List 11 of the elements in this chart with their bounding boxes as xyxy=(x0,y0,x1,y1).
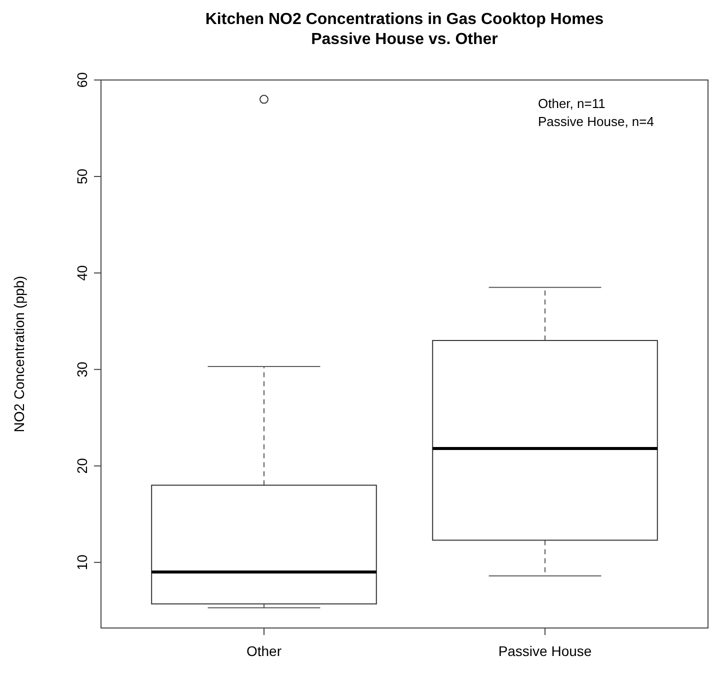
y-tick-label: 30 xyxy=(74,361,90,378)
y-tick-label: 10 xyxy=(74,554,90,570)
y-tick-label: 60 xyxy=(74,72,90,88)
x-tick-label: Passive House xyxy=(498,643,592,659)
y-axis-title: NO2 Concentration (ppb) xyxy=(11,276,27,432)
chart-title: Kitchen NO2 Concentrations in Gas Cooktop Homes Passive House vs. Other xyxy=(205,11,604,48)
annotation: Other, n=11 Passive House, n=4 xyxy=(538,96,654,129)
x-tick-label: Other xyxy=(246,643,282,659)
y-tick-label: 50 xyxy=(74,168,90,184)
y-tick-label: 40 xyxy=(74,264,90,281)
y-tick-label: 20 xyxy=(74,458,90,474)
